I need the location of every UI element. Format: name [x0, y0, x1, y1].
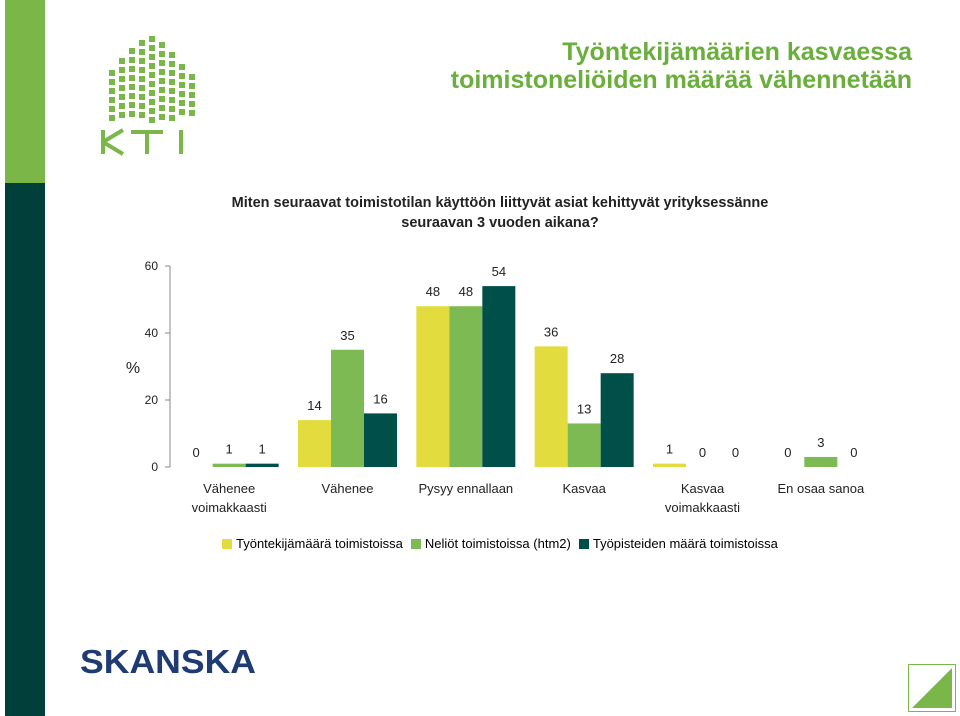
building-icon [109, 36, 195, 123]
data-label: 16 [373, 391, 387, 406]
skanska-logo-text: SKANSKA [80, 643, 256, 679]
bar [449, 306, 483, 467]
x-tick-label: Pysyy ennallaan [418, 481, 513, 496]
data-label: 54 [492, 264, 506, 279]
data-label: 0 [850, 445, 857, 460]
x-tick-label: Kasvaa [681, 481, 725, 496]
chart-question: Miten seuraavat toimistotilan käyttöön l… [180, 193, 820, 233]
data-label: 14 [307, 398, 321, 413]
data-label: 1 [666, 442, 673, 457]
legend-swatch [222, 538, 232, 549]
title-line-2: toimistoneliöiden määrää vähennetään [450, 66, 912, 94]
bar [331, 349, 364, 467]
data-label: 13 [577, 401, 591, 416]
bar [416, 306, 450, 467]
data-label: 3 [817, 435, 824, 450]
data-label: 0 [732, 445, 739, 460]
page-title: Työntekijämäärien kasvaessa toimistoneli… [451, 38, 912, 94]
data-label: 36 [544, 324, 558, 339]
bar [567, 423, 601, 467]
legend-item: Työntekijämäärä toimistoissa [222, 536, 403, 551]
question-line-2: seuraavan 3 vuoden aikana? [401, 215, 599, 231]
x-tick-label: En osaa sanoa [777, 481, 865, 496]
y-tick-label: 20 [145, 393, 159, 407]
data-label: 1 [259, 442, 266, 457]
data-label: 48 [426, 284, 440, 299]
skanska-logo: SKANSKA [80, 643, 256, 679]
x-tick-label: voimakkaasti [192, 500, 267, 515]
data-label: 48 [459, 284, 473, 299]
bar [804, 456, 838, 467]
data-label: 35 [340, 328, 354, 343]
bar-chart: 0 20 40 60% 0 1 1 Vähenee voimakkaasti 14 35 16 Vähe… [126, 259, 865, 515]
x-tick-label: Vähenee [321, 481, 373, 496]
data-label: 0 [784, 445, 791, 460]
corner-decoration-icon [908, 664, 956, 712]
bar [364, 413, 397, 467]
side-accent-bar-teal [5, 183, 45, 716]
legend-label: Työntekijämäärä toimistoissa [236, 536, 403, 551]
x-tick-label: Kasvaa [562, 481, 606, 496]
bar [212, 463, 246, 467]
question-line-1: Miten seuraavat toimistotilan käyttöön l… [231, 195, 769, 211]
side-accent-bar-green [5, 0, 45, 183]
data-label: 0 [193, 445, 200, 460]
legend-swatch [578, 538, 589, 549]
y-tick-label: 60 [145, 259, 159, 273]
x-tick-label: voimakkaasti [665, 500, 740, 515]
data-label: 1 [226, 442, 233, 457]
kti-logo [101, 36, 195, 156]
bar [600, 373, 634, 467]
legend-item: Työpisteiden määrä toimistoissa [578, 536, 778, 551]
legend-label: Neliöt toimistoissa (htm2) [424, 536, 571, 551]
kti-logo-text [101, 128, 183, 156]
data-label: 0 [699, 445, 706, 460]
y-tick-label: 40 [145, 326, 159, 340]
legend-swatch [410, 538, 421, 549]
y-tick-label: 0 [151, 460, 158, 474]
bar [482, 286, 516, 467]
y-axis-label: % [126, 360, 140, 377]
bar [534, 346, 568, 467]
chart-legend: Työntekijämäärä toimistoissa Neliöt toimi… [222, 536, 786, 551]
bar [298, 420, 331, 467]
legend-item: Neliöt toimistoissa (htm2) [410, 536, 571, 551]
bar [245, 463, 279, 467]
legend-label: Työpisteiden määrä toimistoissa [592, 536, 778, 551]
data-label: 28 [610, 351, 624, 366]
x-tick-label: Vähenee [203, 481, 255, 496]
title-line-1: Työntekijämäärien kasvaessa [562, 38, 912, 66]
bar [653, 463, 686, 467]
